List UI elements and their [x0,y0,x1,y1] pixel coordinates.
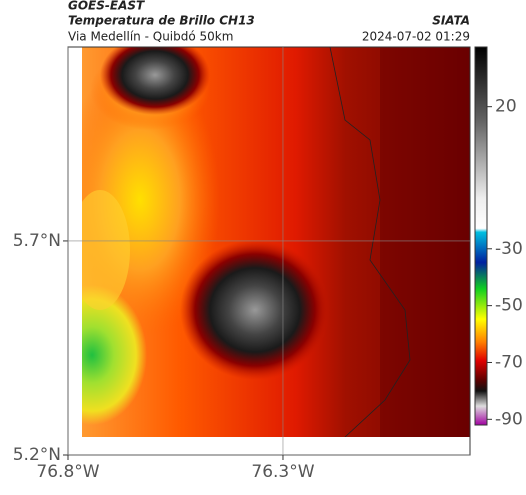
colorbar-tick-label: 20 [495,97,517,117]
lon-tick-label: 76.8°W [36,462,99,482]
lat-tick-label: 5.2°N [13,445,61,465]
colorbar [474,46,488,426]
source: SIATA [432,14,470,28]
description: Via Medellín - Quibdó 50km [68,30,233,44]
title: GOES-EAST [68,0,145,13]
colorbar-tick-label: -50 [495,296,523,316]
lat-tick-label: 5.7°N [13,231,61,251]
subtitle: Temperatura de Brillo CH13 [68,14,255,28]
lon-tick-label: 76.3°W [251,462,314,482]
timestamp: 2024-07-02 01:29 [362,30,470,44]
colorbar-tick-label: -90 [495,409,523,429]
satellite-image [82,47,470,437]
colorbar-tick-label: -70 [495,352,523,372]
colorbar-tick-label: -30 [495,239,523,259]
